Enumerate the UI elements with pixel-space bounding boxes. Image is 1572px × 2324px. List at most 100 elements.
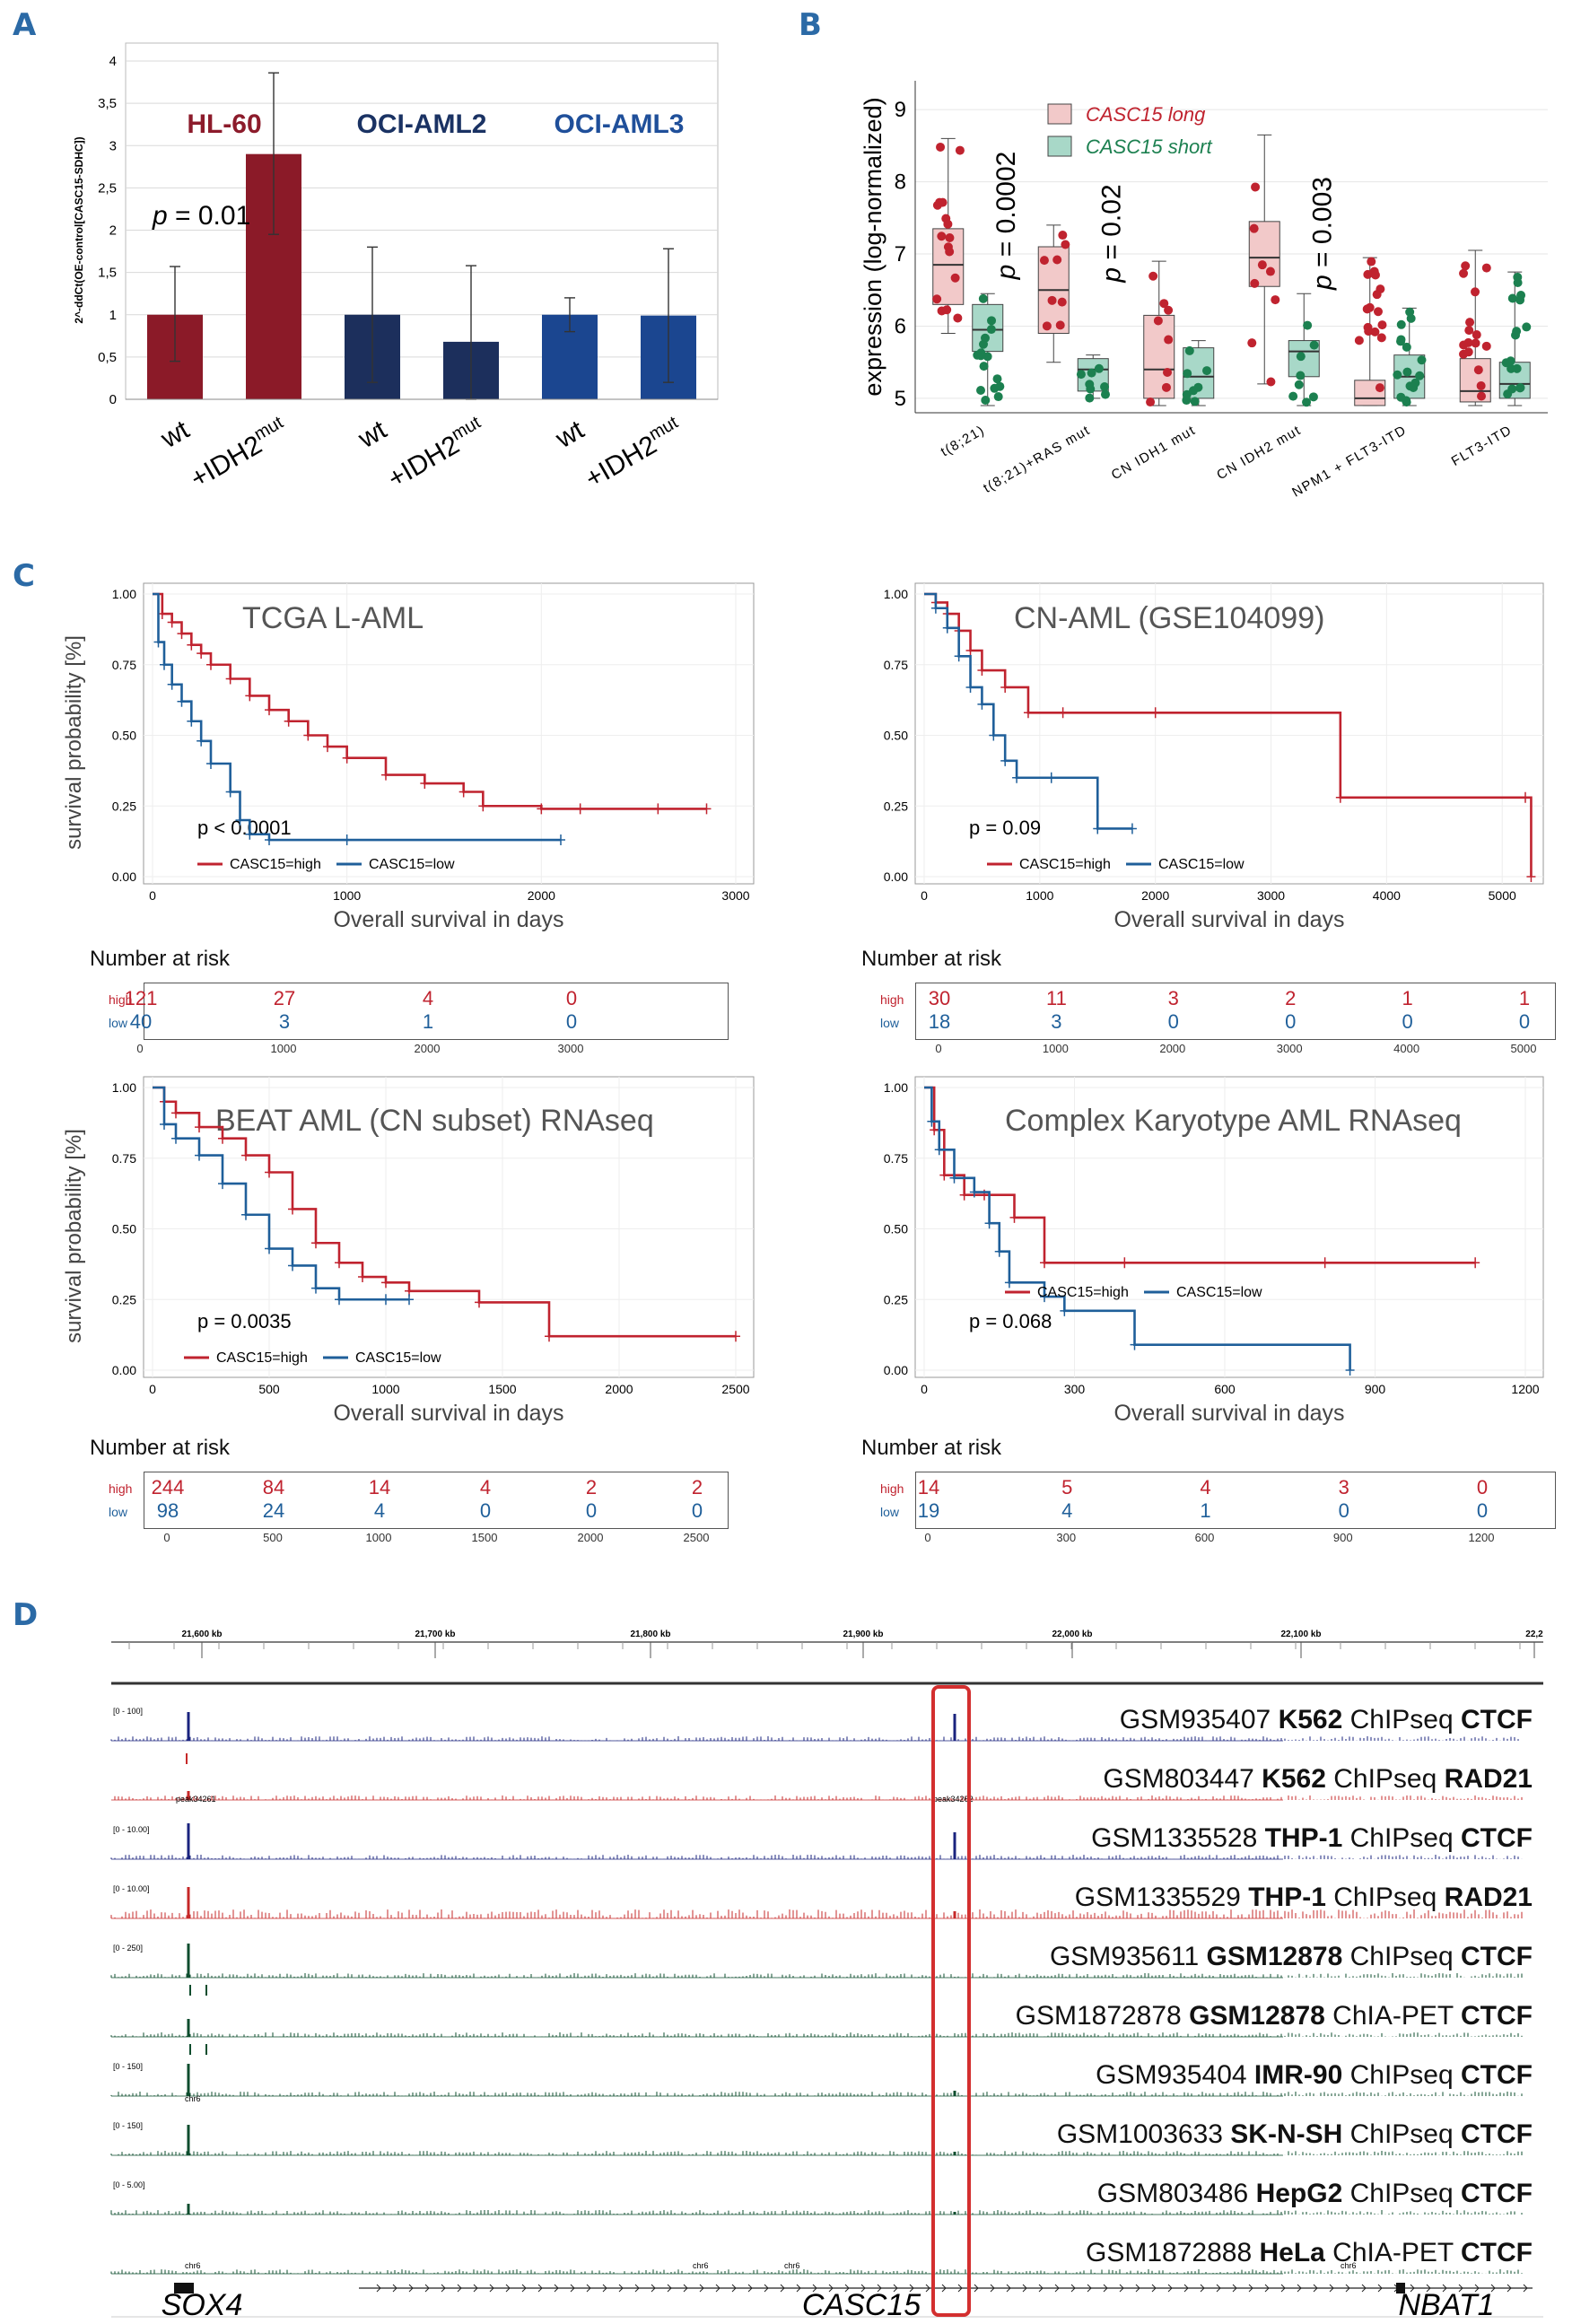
risk-count: 27 xyxy=(273,987,296,1009)
strand-arrow xyxy=(974,2284,979,2293)
data-point xyxy=(1086,384,1096,394)
risk-axis-tick: 1000 xyxy=(1042,1042,1069,1055)
risk-axis-tick: 500 xyxy=(263,1531,283,1544)
risk-count: 4 xyxy=(1061,1499,1073,1522)
data-point xyxy=(1459,268,1469,278)
risk-row-low: low 18 3 0 0 0 0 xyxy=(880,1010,1555,1034)
x-tick-label: 1500 xyxy=(488,1382,516,1396)
track-accession: GSM1335528 xyxy=(1091,1823,1265,1853)
data-point xyxy=(1251,182,1261,192)
data-point xyxy=(1296,371,1306,380)
legend-label-high: CASC15=high xyxy=(216,1350,308,1366)
data-point xyxy=(1465,318,1475,328)
x-category-label: wt xyxy=(353,415,392,454)
strand-arrow xyxy=(860,2284,866,2293)
censor-mark xyxy=(335,1257,344,1269)
risk-row-low: low 98 24 4 0 0 0 xyxy=(109,1499,728,1523)
strand-arrow xyxy=(473,2284,478,2293)
risk-axis-tick: 3000 xyxy=(557,1042,584,1055)
risk-axis-tick: 2000 xyxy=(577,1531,604,1544)
superscript-mut: mut xyxy=(449,413,485,445)
censor-mark xyxy=(537,803,546,815)
x-tick-label: 0 xyxy=(921,1382,928,1396)
gene-label: SOX4 xyxy=(162,2288,243,2322)
track-label: GSM1335528 THP-1 ChIPseq CTCF xyxy=(1091,1823,1533,1854)
p-value: p = 0.02 xyxy=(1096,184,1126,283)
data-point xyxy=(982,352,992,362)
censor-mark xyxy=(405,1294,414,1306)
risk-row-label: high xyxy=(109,1481,133,1496)
censor-mark xyxy=(160,659,169,670)
censor-mark xyxy=(1471,1257,1480,1269)
y-tick-label: 2 xyxy=(109,223,117,239)
x-category-label: +IDH2mut xyxy=(381,413,491,494)
x-tick-label: 1000 xyxy=(1026,888,1053,903)
censor-mark xyxy=(311,1237,320,1249)
data-point xyxy=(1376,333,1386,343)
x-category-label: +IDH2mut xyxy=(579,413,688,494)
data-point xyxy=(1190,397,1200,406)
track-accession: GSM935404 xyxy=(1096,2060,1254,2090)
y-tick-label: 0.75 xyxy=(884,658,908,672)
data-point xyxy=(1288,391,1298,401)
track-accession: GSM803486 xyxy=(1096,2179,1256,2208)
legend-swatch-long xyxy=(1047,103,1072,125)
y-tick-label: 6 xyxy=(895,314,906,338)
x-tick-label: 2500 xyxy=(721,1382,749,1396)
y-tick-label: 7 xyxy=(895,242,906,266)
risk-axis-tick: 5000 xyxy=(1510,1042,1537,1055)
y-tick-label: 2,5 xyxy=(98,180,117,196)
group-label: OCI-AML3 xyxy=(555,109,685,139)
km-curve-high xyxy=(153,592,707,810)
y-tick-label: 0.25 xyxy=(884,1292,908,1306)
censor-mark xyxy=(939,1169,949,1181)
y-tick-label: 0.75 xyxy=(112,658,136,672)
censor-mark xyxy=(171,1107,180,1119)
y-tick-label: 0.50 xyxy=(112,1222,136,1236)
censor-mark xyxy=(1320,1257,1330,1269)
censor-mark xyxy=(167,678,177,690)
data-point xyxy=(978,293,988,303)
risk-axis-tick: 1500 xyxy=(471,1531,498,1544)
risk-table-title: Number at risk xyxy=(861,947,1002,971)
risk-row-label: low xyxy=(880,1016,900,1030)
risk-table-title: Number at risk xyxy=(861,1436,1002,1460)
data-point xyxy=(990,383,1000,393)
track-label: GSM803447 K562 ChIPseq RAD21 xyxy=(1103,1764,1533,1795)
data-point xyxy=(953,313,963,323)
censor-mark xyxy=(959,1189,969,1201)
data-point xyxy=(1375,383,1384,393)
censor-mark xyxy=(288,1203,297,1215)
risk-count: 0 xyxy=(1402,1010,1413,1033)
risk-axis-tick: 1200 xyxy=(1468,1531,1495,1544)
censor-mark xyxy=(1000,755,1010,766)
censor-mark xyxy=(167,616,177,628)
strand-arrow xyxy=(844,2284,850,2293)
data-point xyxy=(1061,240,1070,249)
censor-mark xyxy=(381,1294,390,1306)
risk-count: 24 xyxy=(262,1499,285,1522)
censor-mark xyxy=(187,715,196,727)
panel-letter-a: A xyxy=(13,7,37,43)
censor-mark xyxy=(556,834,565,846)
signal-noise xyxy=(110,1909,1523,1918)
p-value: p = 0.0002 xyxy=(991,152,1021,281)
strand-arrow xyxy=(1183,2284,1189,2293)
data-point xyxy=(1481,341,1491,351)
y-tick-label: 0.50 xyxy=(884,1222,908,1236)
data-point xyxy=(1052,255,1062,265)
data-point xyxy=(1042,321,1052,331)
data-point xyxy=(1476,380,1486,390)
censor-mark xyxy=(1012,772,1022,783)
risk-count: 244 xyxy=(151,1476,185,1498)
track-range: [0 - 10.00] xyxy=(113,1825,150,1834)
track-accession: GSM1872878 xyxy=(1015,2001,1190,2031)
censor-mark xyxy=(177,695,187,707)
track-assay: ChIPseq xyxy=(1342,2179,1462,2208)
legend-label-high: CASC15=high xyxy=(1019,857,1111,872)
data-point xyxy=(1308,392,1318,402)
risk-count: 98 xyxy=(156,1499,179,1522)
y-tick-label: 8 xyxy=(895,170,906,195)
gene-exon-sox4 xyxy=(174,2283,194,2293)
risk-count: 0 xyxy=(1167,1010,1179,1033)
